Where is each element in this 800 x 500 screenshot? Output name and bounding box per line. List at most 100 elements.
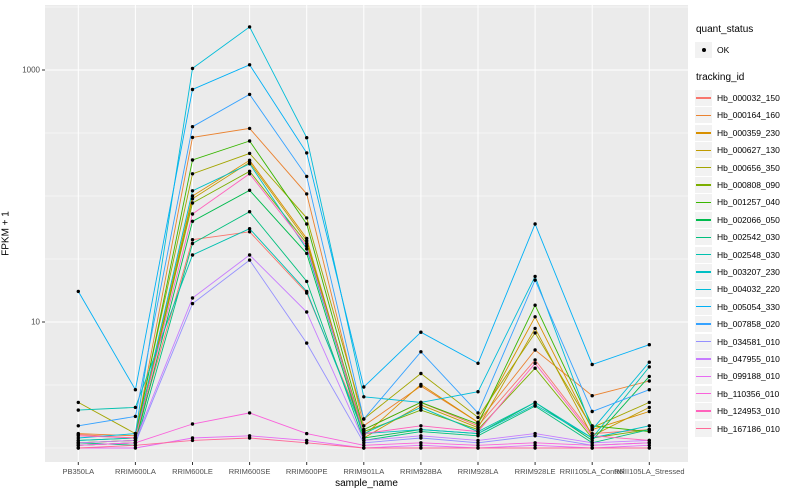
legend-quant-status-item: OK (695, 41, 800, 58)
data-point (76, 446, 81, 450)
legend-item-Hb_000359_230: Hb_000359_230 (695, 124, 800, 141)
legend-item-Hb_003207_230: Hb_003207_230 (695, 263, 800, 280)
data-point (76, 443, 81, 447)
data-point (190, 301, 195, 306)
data-point (419, 350, 423, 354)
data-point (305, 341, 309, 345)
data-point (647, 424, 651, 428)
legend-key-box (695, 211, 712, 228)
data-point (533, 431, 537, 436)
data-point (305, 289, 309, 294)
legend-line-swatch (696, 393, 711, 395)
data-point (533, 361, 537, 365)
legend-item-Hb_099188_010: Hb_099188_010 (695, 368, 800, 385)
data-point (590, 446, 594, 450)
data-point (419, 424, 423, 428)
legend-item-Hb_005054_330: Hb_005054_330 (695, 298, 800, 315)
data-point (190, 197, 195, 201)
data-point (305, 431, 309, 436)
data-point (590, 394, 594, 398)
legend-item-label: Hb_002542_030 (717, 232, 780, 243)
x-axis-title: sample_name (335, 478, 398, 489)
legend-line-swatch (696, 427, 711, 430)
data-point (305, 136, 309, 140)
data-point (647, 405, 651, 410)
data-point (590, 441, 594, 445)
legend-tracking-id-title: tracking_id (696, 72, 745, 84)
legend-item-Hb_110356_010: Hb_110356_010 (695, 385, 800, 402)
data-point (133, 446, 138, 450)
point-marker-icon (701, 47, 706, 52)
data-point (419, 434, 423, 438)
data-point (305, 239, 309, 243)
data-point (247, 63, 252, 67)
data-point (305, 174, 309, 179)
data-point (362, 446, 366, 450)
data-point (476, 411, 480, 415)
data-point (247, 162, 252, 166)
legend-item-label: Hb_005054_330 (717, 301, 780, 312)
legend-item-label: Hb_000808_090 (717, 180, 780, 191)
data-point (590, 362, 594, 367)
data-point (190, 135, 195, 140)
data-point (419, 441, 423, 445)
data-point (533, 366, 537, 370)
legend-line-swatch (696, 114, 711, 117)
legend-tracking-id-entries: Hb_000032_150 Hb_000164_160 Hb_000359_230 H… (695, 89, 800, 437)
legend-line-swatch (696, 358, 711, 360)
legend-key-box (695, 298, 712, 315)
legend-item-label: Hb_007858_020 (717, 319, 780, 330)
legend-tracking-id-section: tracking_id Hb_000032_150 Hb_000164_160 Hb… (695, 72, 800, 437)
data-point (362, 424, 366, 428)
data-point (590, 434, 594, 438)
legend: quant_status OK tracking_id Hb_000032_15… (695, 24, 800, 437)
data-point (190, 201, 195, 205)
legend-key-box (695, 41, 712, 58)
y-tick-label: 10 (31, 318, 40, 327)
data-point (647, 388, 651, 392)
x-tick-label-PB350LA: PB350LA (62, 467, 94, 476)
data-point (647, 427, 651, 432)
x-tick-label-RRIM600LA: RRIM600LA (115, 467, 156, 476)
x-tick-label-RRII105LA_Stressed: RRII105LA_Stressed (614, 467, 684, 476)
data-point (533, 331, 537, 335)
data-point (647, 374, 651, 379)
data-point (590, 427, 594, 432)
legend-item-label: Hb_167186_010 (717, 423, 780, 434)
legend-item-label: Hb_047955_010 (717, 353, 780, 364)
legend-item-label: Hb_000359_230 (717, 127, 780, 138)
data-point (647, 441, 651, 445)
data-point (362, 441, 366, 445)
data-point (305, 216, 309, 220)
data-point (647, 446, 651, 450)
data-point (647, 360, 651, 364)
data-point (419, 330, 423, 334)
data-point (533, 274, 537, 279)
data-point (476, 446, 480, 450)
data-point (190, 125, 195, 129)
data-point (190, 212, 195, 216)
data-point (305, 438, 309, 443)
legend-line-swatch (696, 271, 711, 273)
data-point (476, 443, 480, 447)
legend-item-Hb_002542_030: Hb_002542_030 (695, 229, 800, 246)
data-point (419, 382, 423, 387)
data-point (533, 303, 537, 307)
legend-item-Hb_001257_040: Hb_001257_040 (695, 194, 800, 211)
data-point (247, 411, 252, 415)
data-point (76, 408, 81, 412)
data-point (362, 385, 366, 389)
data-point (419, 371, 423, 376)
legend-item-Hb_000032_150: Hb_000032_150 (695, 89, 800, 107)
legend-item-label: Hb_002066_050 (717, 214, 780, 225)
legend-item-Hb_000627_130: Hb_000627_130 (695, 142, 800, 159)
data-point (647, 365, 651, 369)
data-point (533, 400, 537, 405)
data-point (590, 424, 594, 428)
data-point (247, 169, 252, 173)
x-tick-label-RRIM600PE: RRIM600PE (286, 467, 328, 476)
data-point (133, 436, 138, 440)
data-point (476, 441, 480, 445)
data-point (476, 415, 480, 420)
